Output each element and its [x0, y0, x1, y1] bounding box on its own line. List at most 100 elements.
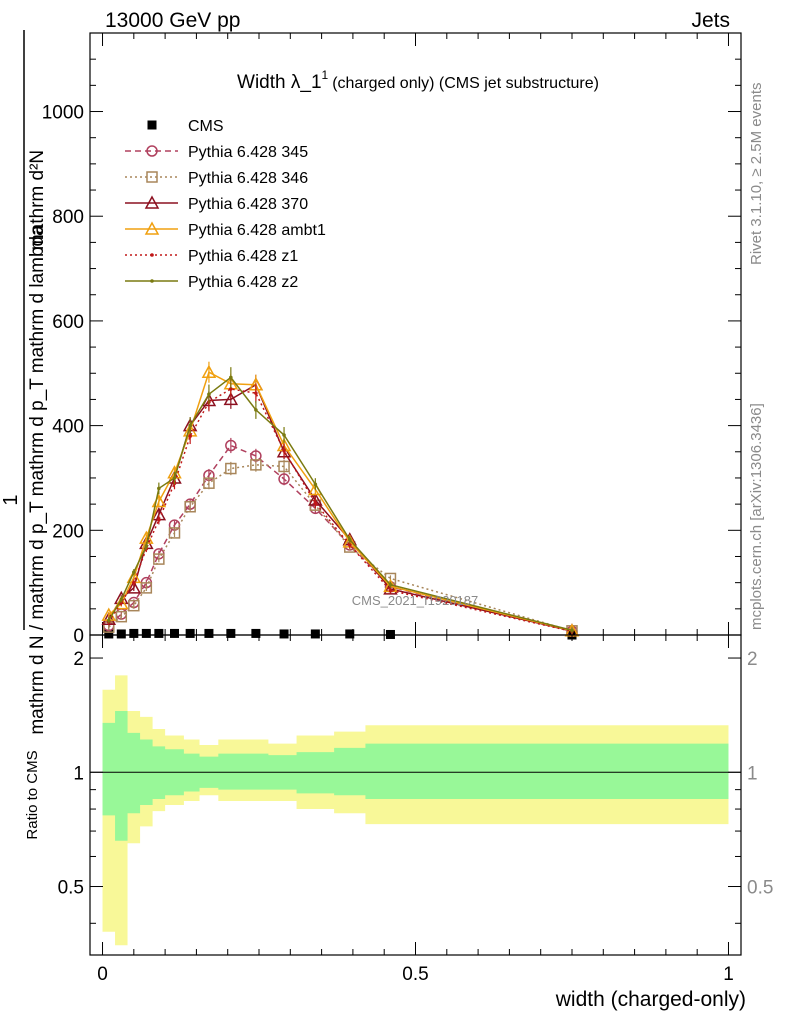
data-point	[310, 629, 320, 639]
data-point	[104, 629, 114, 639]
data-point	[184, 500, 196, 513]
series-line	[108, 464, 573, 632]
data-point	[106, 618, 111, 623]
data-point	[251, 628, 261, 638]
legend-marker	[144, 221, 160, 235]
data-point	[188, 423, 192, 428]
series-4	[101, 361, 580, 637]
rivet-label: Rivet 3.1.10, ≥ 2.5M events	[748, 83, 765, 266]
legend-marker	[144, 195, 160, 209]
data-point	[279, 629, 289, 639]
y-tick-label-main: 400	[52, 417, 84, 438]
y-axis-label-main: mathrm d²N 1 mathrm d N / mathrm d p_T m…	[0, 150, 48, 735]
series-line	[108, 388, 573, 633]
data-point	[185, 628, 195, 638]
legend-item: Pythia 6.428 z1	[125, 248, 298, 265]
series-0	[104, 628, 577, 640]
data-point	[388, 588, 393, 593]
legend-item: Pythia 6.428 370	[125, 195, 308, 213]
svg-text:Width λ_11(charged only) (CMS: Width λ_11 (charged only) (CMS jet substr…	[237, 68, 599, 93]
data-point	[223, 391, 239, 406]
x-axis-label: width (charged-only)	[555, 988, 746, 1011]
y-tick-label-main: 0	[73, 626, 84, 647]
data-point	[225, 439, 237, 452]
legend-item: CMS	[147, 118, 224, 135]
data-point	[347, 537, 352, 542]
series-5	[106, 379, 574, 635]
mcplots-label: mcplots.cern.ch [arXiv:1306.3436]	[748, 403, 765, 630]
data-point	[116, 629, 126, 639]
data-point	[154, 628, 164, 638]
watermark: CMS_2021_I1920187	[352, 593, 479, 608]
data-point	[172, 476, 177, 480]
legend-item: Pythia 6.428 z2	[125, 274, 298, 291]
y-tick-label-ratio-right: 2	[747, 649, 758, 670]
y-label-numer2: mathrm d²N	[27, 150, 48, 250]
plot-title-main: Width λ_1	[237, 72, 321, 93]
x-tick-label: 0.5	[402, 964, 428, 985]
legend-label: Pythia 6.428 345	[188, 144, 308, 161]
ratio-band-inner	[102, 711, 729, 841]
data-point	[188, 434, 192, 438]
data-point	[229, 375, 233, 380]
legend-item: Pythia 6.428 346	[125, 170, 308, 187]
data-point	[201, 364, 217, 378]
data-point	[140, 582, 153, 594]
y-tick-label-ratio: 0.5	[58, 878, 84, 899]
data-point	[207, 392, 211, 397]
data-point	[278, 473, 290, 485]
data-point	[282, 448, 286, 453]
header-left: 13000 GeV pp	[105, 9, 240, 32]
data-point	[278, 460, 290, 473]
data-point	[153, 553, 165, 565]
legend-label: Pythia 6.428 z2	[188, 274, 298, 291]
data-point	[203, 477, 215, 489]
data-point	[129, 628, 139, 638]
data-point	[132, 570, 136, 574]
y-label-denom: mathrm d N / mathrm d p_T mathrm d p_T m…	[27, 225, 48, 735]
legend-label: Pythia 6.428 346	[188, 170, 308, 187]
data-point	[254, 408, 258, 412]
legend-marker	[150, 279, 154, 283]
data-point	[119, 597, 124, 602]
ratio-band-outer	[102, 675, 729, 946]
legend-marker	[150, 253, 154, 257]
data-point	[313, 482, 318, 487]
data-point	[250, 459, 262, 471]
series-6	[106, 367, 574, 634]
y-tick-label-main: 600	[52, 312, 84, 333]
series-line	[108, 376, 573, 632]
data-point	[225, 462, 237, 475]
series-line	[108, 371, 573, 632]
y-tick-label-ratio-right: 1	[747, 763, 758, 784]
x-ticks: 0 0.5 1	[97, 635, 734, 985]
legend-label: Pythia 6.428 z1	[188, 248, 298, 265]
y-tick-label-ratio-right: 0.5	[747, 878, 773, 899]
data-point	[388, 582, 393, 587]
x-tick-label: 0	[97, 964, 108, 985]
data-point	[229, 387, 233, 391]
legend-label: Pythia 6.428 370	[188, 196, 308, 213]
y-ticks-main: 0 200 400 600 800 1000	[42, 58, 741, 647]
data-point	[347, 543, 352, 547]
data-point	[170, 628, 180, 638]
plot-title-sub: (charged only) (CMS jet substructure)	[332, 75, 599, 92]
legend-marker	[146, 171, 158, 183]
series-line	[108, 383, 573, 632]
plot-title-sup: 1	[322, 68, 329, 82]
data-point	[128, 599, 140, 612]
series-3	[101, 374, 580, 637]
data-point	[141, 628, 151, 638]
data-point	[282, 433, 286, 437]
data-point	[570, 628, 574, 633]
ratio-bands	[102, 675, 729, 946]
data-point	[226, 628, 236, 638]
y-tick-label-main: 800	[52, 207, 84, 228]
legend-item: Pythia 6.428 345	[125, 144, 308, 161]
y-tick-label-main: 1000	[42, 103, 84, 124]
plot-title: Width λ_11 (charged only) (CMS jet substr…	[237, 68, 599, 93]
y-axis-label-ratio: Ratio to CMS	[24, 750, 41, 839]
legend-marker	[146, 145, 158, 157]
legend-item: Pythia 6.428 ambt1	[125, 221, 326, 239]
data-point	[345, 629, 355, 639]
